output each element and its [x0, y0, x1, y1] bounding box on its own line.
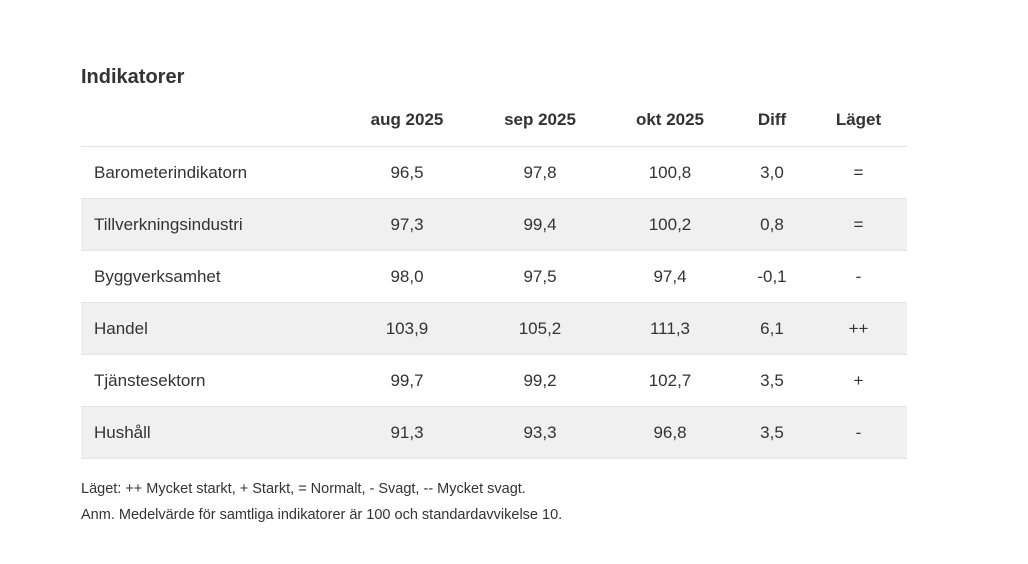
cell: 100,8	[606, 146, 734, 199]
row-label: Hushåll	[81, 406, 340, 459]
cell: 99,2	[474, 354, 606, 407]
cell: 91,3	[340, 406, 474, 459]
cell: -	[810, 406, 907, 459]
header-cell: Diff	[734, 94, 810, 147]
cell: 0,8	[734, 198, 810, 251]
row-label: Handel	[81, 302, 340, 355]
header-row: aug 2025 sep 2025 okt 2025 Diff Läget	[81, 94, 907, 147]
header-cell: Läget	[810, 94, 907, 147]
table-row: Tjänstesektorn 99,7 99,2 102,7 3,5 +	[81, 354, 907, 407]
table-row: Barometerindikatorn 96,5 97,8 100,8 3,0 =	[81, 146, 907, 199]
cell: 102,7	[606, 354, 734, 407]
cell: 96,8	[606, 406, 734, 459]
cell: 96,5	[340, 146, 474, 199]
table-row: Hushåll 91,3 93,3 96,8 3,5-	[81, 406, 907, 459]
note: Läget: ++ Mycket starkt, + Starkt, = Nor…	[81, 481, 526, 497]
cell: ++	[810, 302, 907, 355]
indicator-table: aug 2025 sep 2025 okt 2025 Diff Läget Barome…	[81, 94, 907, 459]
table-row: Byggverksamhet 98,0 97,5 97,4 -0,1-	[81, 250, 907, 303]
note: Anm. Medelvärde för samtliga indikatorer…	[81, 507, 563, 523]
row-label: Byggverksamhet	[81, 250, 340, 303]
cell: +	[810, 354, 907, 407]
cell: 99,7	[340, 354, 474, 407]
cell: 3,0	[734, 146, 810, 199]
table-title: Indikatorer	[81, 66, 185, 88]
cell: 99,4	[474, 198, 606, 251]
cell: 97,3	[340, 198, 474, 251]
row-label: Tjänstesektorn	[81, 354, 340, 407]
cell: 100,2	[606, 198, 734, 251]
cell: 111,3	[606, 302, 734, 355]
header-cell: sep 2025	[474, 94, 606, 147]
row-label: Tillverkningsindustri	[81, 198, 340, 251]
cell: =	[810, 198, 907, 251]
cell: 3,5	[734, 354, 810, 407]
table-row: Tillverkningsindustri 97,3 99,4 100,2 0,8 =	[81, 198, 907, 251]
cell: 3,5	[734, 406, 810, 459]
cell: 103,9	[340, 302, 474, 355]
cell: 105,2	[474, 302, 606, 355]
cell: 97,4	[606, 250, 734, 303]
header-cell	[81, 94, 340, 147]
table-row: Handel 103,9 105,2 111,3 6,1 ++	[81, 302, 907, 355]
cell: 93,3	[474, 406, 606, 459]
cell: 97,8	[474, 146, 606, 199]
cell: -	[810, 250, 907, 303]
cell: -0,1	[734, 250, 810, 303]
cell: 97,5	[474, 250, 606, 303]
row-label: Barometerindikatorn	[81, 146, 340, 199]
header-cell: okt 2025	[606, 94, 734, 147]
cell: 6,1	[734, 302, 810, 355]
cell: 98,0	[340, 250, 474, 303]
header-cell: aug 2025	[340, 94, 474, 147]
cell: =	[810, 146, 907, 199]
